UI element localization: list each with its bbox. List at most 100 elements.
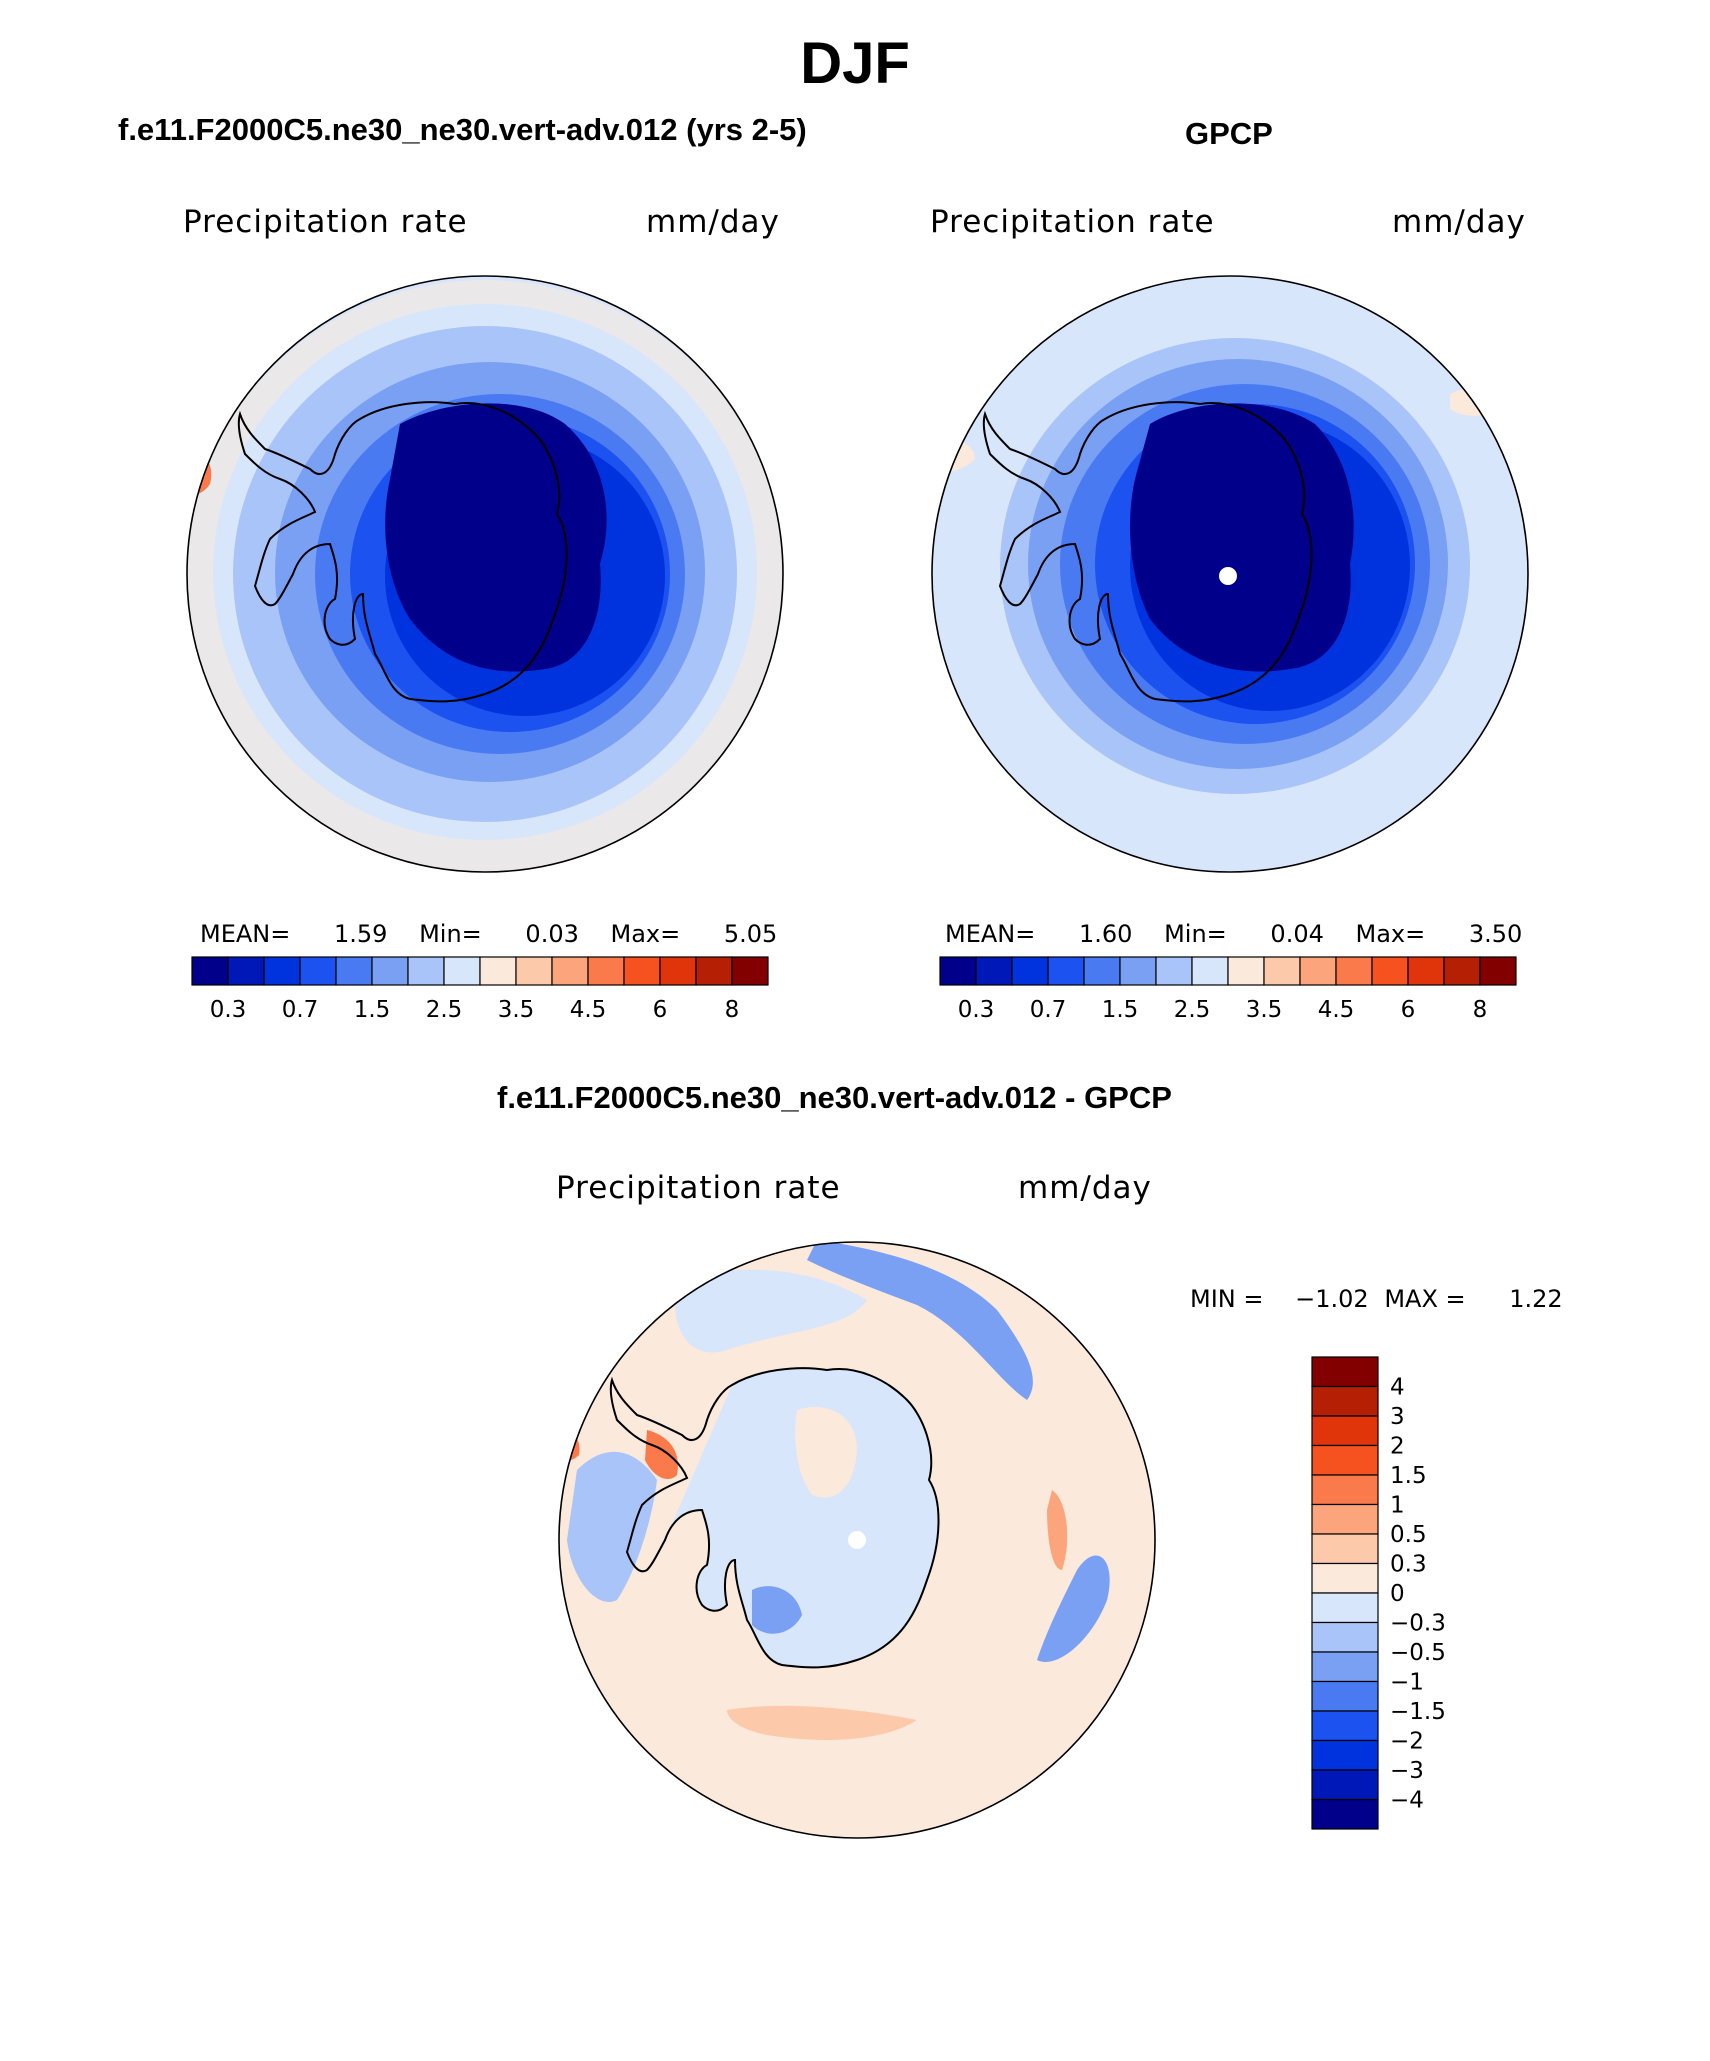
colorbar-swatch [695,956,733,986]
colorbar-swatch [515,956,553,986]
colorbar-label: 2 [1390,1434,1405,1460]
colorbar-label: 0.3 [210,997,247,1023]
colorbar-swatch [1479,956,1517,986]
panel-2-colorbar: 0.3 0.7 1.5 2.5 3.5 4.5 6 8 [939,956,1517,1023]
colorbar-swatch [551,956,589,986]
colorbar-label: 1 [1390,1493,1405,1519]
mean-value: 1.60 [1079,920,1133,948]
max-label: MAX = [1384,1285,1466,1313]
colorbar-swatch [479,956,517,986]
colorbar-swatch [1311,1444,1379,1476]
colorbar-swatch [1311,1739,1379,1771]
panel-1-map [186,275,784,873]
mean-label: MEAN= [200,920,291,948]
colorbar-label: 1.5 [1390,1463,1427,1489]
colorbar-label: 3.5 [498,997,535,1023]
figure-title: DJF [800,31,910,96]
south-band-positive [727,1705,917,1740]
antarctica-coastline [609,1367,940,1669]
colorbar-swatch [299,956,337,986]
colorbar-swatch [1311,1651,1379,1683]
panel-2-variable: Precipitation rate [930,204,1215,240]
panel-3-map [558,1241,1156,1839]
colorbar-label: −0.5 [1390,1640,1446,1666]
colorbar-swatch [1311,1798,1379,1830]
colorbar-swatch [335,956,373,986]
colorbar-label: 0.7 [282,997,319,1023]
colorbar-swatch [1155,956,1193,986]
panel-1-variable: Precipitation rate [183,204,468,240]
colorbar-swatch [227,956,265,986]
panel-3-variable: Precipitation rate [556,1170,841,1206]
min-value: −1.02 [1295,1285,1369,1313]
colorbar-label: −1.5 [1390,1699,1446,1725]
colorbar-label: 8 [1473,997,1488,1023]
colorbar-swatch [263,956,301,986]
min-value: 0.03 [525,920,579,948]
colorbar-label: 0.3 [1390,1552,1427,1578]
colorbar-swatch [1047,956,1085,986]
colorbar-label: −4 [1390,1788,1424,1814]
panel-3-units: mm/day [1018,1170,1152,1206]
pale-patch-2 [1450,388,1500,416]
colorbar-swatch [1011,956,1049,986]
min-value: 0.04 [1270,920,1324,948]
colorbar-swatch [1311,1592,1379,1624]
max-value: 3.50 [1468,920,1523,948]
panel-1-title: f.e11.F2000C5.ne30_ne30.vert-adv.012 (yr… [118,112,807,147]
panel-1-stats: MEAN= 1.59 Min= 0.03 Max= 5.05 [200,920,777,948]
panel-3-title: f.e11.F2000C5.ne30_ne30.vert-adv.012 - G… [497,1080,1172,1115]
pole-marker [1219,567,1237,585]
panel-2-stats: MEAN= 1.60 Min= 0.04 Max= 3.50 [945,920,1522,948]
colorbar-swatch [1311,1503,1379,1535]
colorbar-swatch [1227,956,1265,986]
pale-blue-band [675,1269,867,1353]
colorbar-label: 8 [725,997,740,1023]
colorbar-swatch [1443,956,1481,986]
mean-value: 1.59 [334,920,388,948]
panel-2-title: GPCP [1185,116,1273,151]
max-label: Max= [610,920,681,948]
colorbar-swatch [1335,956,1373,986]
colorbar-swatch [1299,956,1337,986]
colorbar-label: 6 [1401,997,1416,1023]
west-edge-positive [559,1429,580,1461]
colorbar-label: 4.5 [570,997,607,1023]
colorbar-label: 4.5 [1318,997,1355,1023]
colorbar-label: −3 [1390,1758,1424,1784]
colorbar-label: 0 [1390,1581,1405,1607]
colorbar-label: −0.3 [1390,1611,1446,1637]
colorbar-label: −1 [1390,1670,1424,1696]
blue-band-top [807,1242,1033,1400]
antarctica-coastline [237,401,568,703]
pole-marker [848,1531,866,1549]
colorbar-swatch [1311,1680,1379,1712]
colorbar-swatch [1311,1356,1379,1388]
panel-2-map [931,275,1529,873]
colorbar-label: 0.5 [1390,1522,1427,1548]
map-border [186,275,784,873]
colorbar-swatch [939,956,977,986]
panel-1-units: mm/day [646,204,780,240]
colorbar-label: 3 [1390,1404,1405,1430]
panel-1-colorbar: 0.3 0.7 1.5 2.5 3.5 4.5 6 8 [191,956,769,1023]
colorbar-label: 0.3 [958,997,995,1023]
map-border [931,275,1529,873]
min-label: Min= [1164,920,1227,948]
colorbar-label: 3.5 [1246,997,1283,1023]
colorbar-swatch [659,956,697,986]
map-border [558,1241,1156,1839]
colorbar-swatch [1407,956,1445,986]
max-value: 1.22 [1509,1285,1563,1313]
colorbar-label: 1.5 [354,997,391,1023]
colorbar-swatch [975,956,1013,986]
interior-positive [795,1406,857,1498]
min-label: Min= [419,920,482,948]
blue-band-east [1037,1555,1110,1662]
interior-dry-region [385,403,607,672]
colorbar-label: 2.5 [1174,997,1211,1023]
colorbar-swatch [1371,956,1409,986]
colorbar-swatch [1311,1385,1379,1417]
colorbar-swatch [623,956,661,986]
colorbar-label: 0.7 [1030,997,1067,1023]
